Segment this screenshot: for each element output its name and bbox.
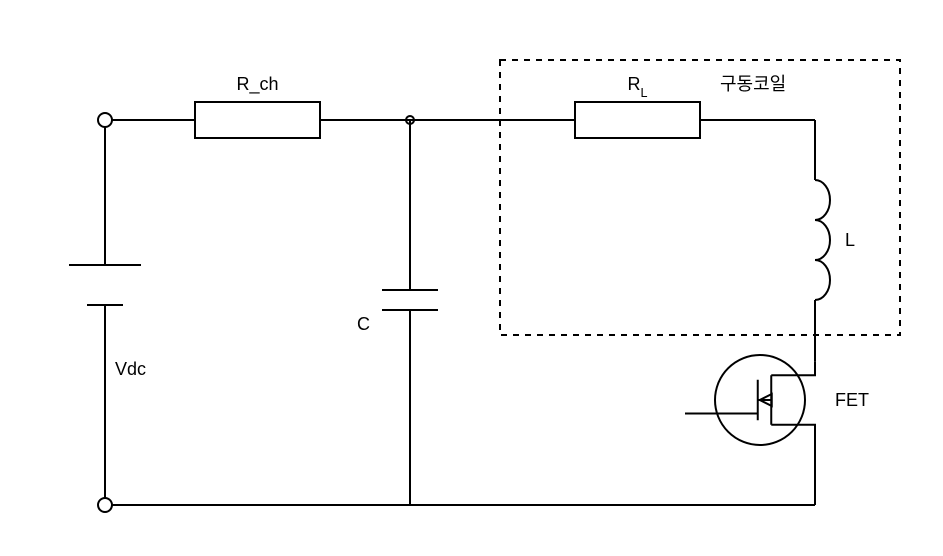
terminal-bottom <box>98 498 112 512</box>
label-r_ch: R_ch <box>236 74 278 95</box>
label-l: L <box>845 230 855 250</box>
inductor-l <box>815 180 830 300</box>
label-coil_box: 구동코일 <box>720 74 786 94</box>
label-fet: FET <box>835 390 869 410</box>
circuit-diagram: R_ch RL 구동코일 L C Vdc FET <box>0 0 943 556</box>
terminal-top <box>98 113 112 127</box>
label-r_l: RL <box>627 74 647 100</box>
label-c: C <box>357 314 370 334</box>
resistor-r_ch <box>195 102 320 138</box>
resistor-r_l <box>575 102 700 138</box>
label-vdc: Vdc <box>115 359 146 379</box>
